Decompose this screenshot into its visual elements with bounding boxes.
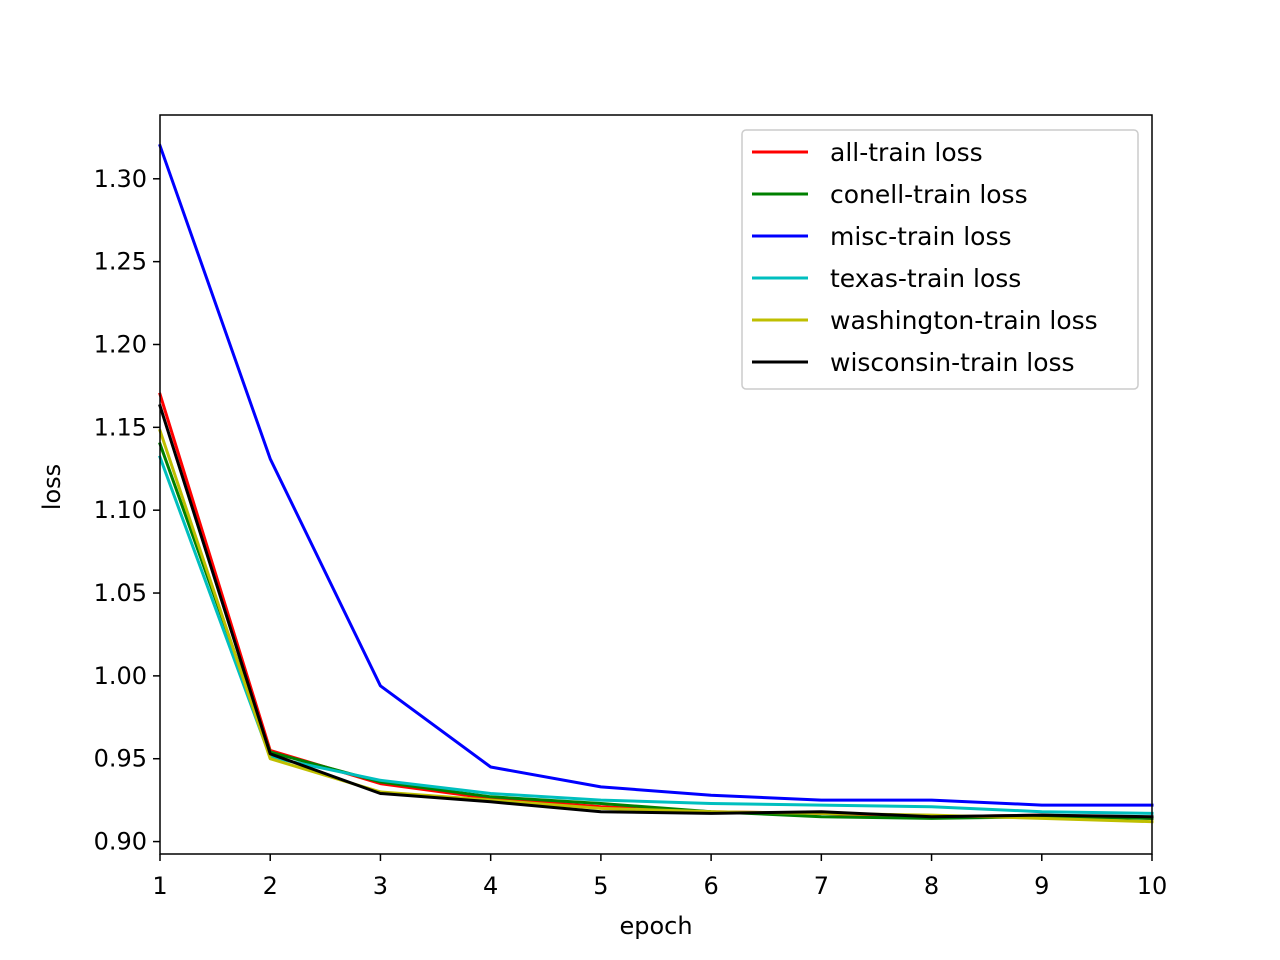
legend-box [741, 129, 1139, 390]
y-tick-label: 1.25 [94, 248, 147, 276]
x-tick-label: 8 [924, 872, 939, 900]
y-tick-label: 1.00 [94, 662, 147, 690]
y-tick-label: 0.95 [94, 745, 147, 773]
series-line-misc-train-loss [158, 143, 1154, 807]
y-tick-label: 1.20 [94, 330, 147, 358]
y-tick-label: 1.30 [94, 165, 147, 193]
x-tick-label: 10 [1137, 872, 1168, 900]
legend-label: washington-train loss [830, 306, 1098, 335]
x-tick-label: 7 [814, 872, 829, 900]
y-tick-label: 1.10 [94, 496, 147, 524]
legend-label: texas-train loss [830, 264, 1021, 293]
x-tick-label: 2 [263, 872, 278, 900]
x-tick-label: 3 [373, 872, 388, 900]
x-tick-label: 4 [483, 872, 498, 900]
x-tick-label: 1 [152, 872, 167, 900]
x-axis-label: epoch [619, 912, 692, 940]
legend-label: misc-train loss [830, 222, 1012, 251]
legend-label: wisconsin-train loss [830, 348, 1075, 377]
x-tick-label: 5 [593, 872, 608, 900]
x-axis-ticks: 1 2 3 4 5 6 7 8 9 10 [152, 854, 1167, 900]
series-line-wisconsin-train-loss [158, 403, 1154, 819]
x-tick-label: 6 [703, 872, 718, 900]
legend: all-train loss conell-train loss misc-trai… [741, 129, 1139, 390]
y-tick-label: 0.90 [94, 828, 147, 856]
series-layer [158, 143, 1154, 824]
y-axis-label: loss [38, 464, 66, 510]
series-line-texas-train-loss [158, 455, 1154, 815]
plot-frame [159, 114, 1153, 855]
y-tick-label: 1.15 [94, 413, 147, 441]
y-axis-ticks: 0.90 0.95 1.00 1.05 1.10 1.15 1.20 1.25 1.30 [94, 165, 160, 856]
legend-label: conell-train loss [830, 180, 1028, 209]
y-tick-label: 1.05 [94, 579, 147, 607]
legend-label: all-train loss [830, 138, 983, 167]
x-tick-label: 9 [1034, 872, 1049, 900]
